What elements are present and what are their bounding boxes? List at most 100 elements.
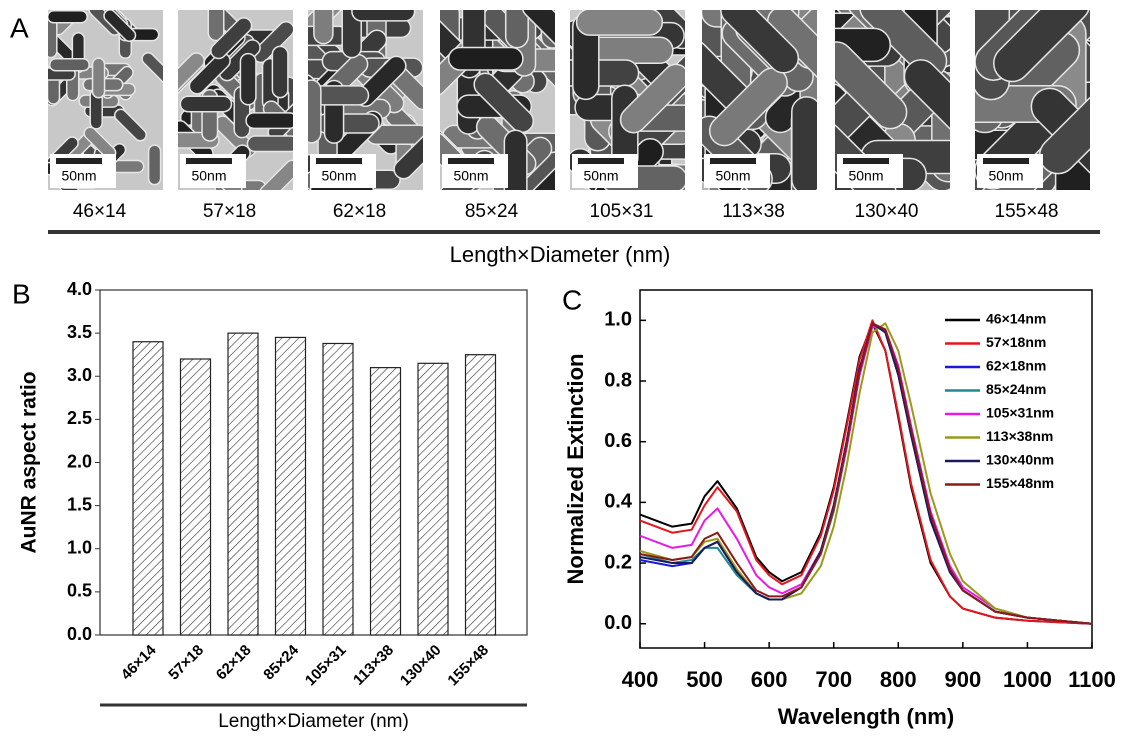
nanorod xyxy=(207,10,225,42)
nanorod xyxy=(246,135,293,153)
x-tick-label: 500 xyxy=(686,667,723,692)
panel-label: A xyxy=(10,12,29,43)
scale-bar xyxy=(578,158,624,164)
series-line xyxy=(639,319,1093,625)
y-tick-label: 0.0 xyxy=(604,612,632,634)
legend-label: 85×24nm xyxy=(986,381,1046,397)
x-tick-label: 700 xyxy=(815,667,852,692)
nanorod xyxy=(993,10,1090,83)
x-tick-label: 113×38 xyxy=(350,642,397,689)
nanorod xyxy=(521,10,555,56)
nanorod xyxy=(575,10,664,36)
y-tick-label: 4.0 xyxy=(67,279,92,299)
sample-label: 155×48 xyxy=(995,201,1059,222)
nanorod xyxy=(48,57,90,72)
nanorod xyxy=(91,57,106,99)
scale-bar xyxy=(983,158,1029,164)
nanorod xyxy=(239,52,257,106)
scale-bar xyxy=(448,158,494,164)
bar xyxy=(132,341,164,636)
x-tick-label: 1000 xyxy=(1003,667,1052,692)
nanorod xyxy=(178,52,205,95)
plot-frame xyxy=(99,289,528,636)
tem-image xyxy=(178,10,293,190)
x-tick-label: 155×48 xyxy=(444,642,492,690)
sample-label: 113×38 xyxy=(722,201,785,222)
sample-label: 46×14 xyxy=(73,201,127,222)
bar xyxy=(322,342,354,636)
legend-label: 105×31nm xyxy=(986,405,1054,421)
panel-label: C xyxy=(562,284,582,315)
nanorod xyxy=(1038,77,1090,175)
x-tick-label: 46×14 xyxy=(118,641,160,683)
legend-label: 46×14nm xyxy=(986,311,1046,327)
nanorod xyxy=(308,79,322,144)
nanorod xyxy=(48,17,58,59)
nanorod xyxy=(271,45,289,99)
series-line xyxy=(639,322,1093,625)
nanorod xyxy=(859,10,948,79)
scale-label: 50nm xyxy=(583,168,618,184)
y-tick-label: 3.5 xyxy=(67,322,92,342)
scale-bar xyxy=(316,158,362,164)
nanorod xyxy=(188,52,231,95)
scale-label: 50nm xyxy=(321,168,356,184)
x-axis-label: Length×Diameter (nm) xyxy=(218,711,409,732)
nanorod xyxy=(341,10,362,59)
scale-bar xyxy=(710,158,756,164)
bar xyxy=(227,332,259,636)
bar xyxy=(417,362,449,636)
y-axis-label: Normalized Extinction xyxy=(563,353,588,584)
nanorod xyxy=(141,51,163,85)
nanorod xyxy=(835,41,908,130)
legend-label: 57×18nm xyxy=(986,334,1046,350)
sample-label: 85×24 xyxy=(465,201,519,222)
y-tick-label: 0.8 xyxy=(604,369,632,391)
scale-label: 50nm xyxy=(453,168,488,184)
nanorod xyxy=(473,72,535,134)
y-tick-label: 0.4 xyxy=(604,491,633,513)
tem-image xyxy=(440,10,555,190)
scale-bar xyxy=(186,158,232,164)
x-tick-label: 600 xyxy=(751,667,788,692)
scale-label: 50nm xyxy=(191,168,226,184)
y-axis-label: AuNR aspect ratio xyxy=(18,371,41,553)
x-tick-label: 105×31 xyxy=(302,642,350,690)
scale-label: 50nm xyxy=(988,168,1023,184)
y-tick-label: 1.5 xyxy=(67,494,92,514)
legend-label: 130×40nm xyxy=(986,452,1054,468)
x-tick-label: 900 xyxy=(944,667,981,692)
plot-frame xyxy=(639,289,1093,649)
y-tick-label: 0.6 xyxy=(604,430,632,452)
nanorod xyxy=(103,10,137,43)
sample-label: 62×18 xyxy=(333,201,386,222)
legend-label: 155×48nm xyxy=(986,475,1054,491)
bar xyxy=(274,336,307,636)
nanorod xyxy=(720,10,800,74)
x-tick-label: 85×24 xyxy=(260,641,302,683)
series-line xyxy=(639,322,1093,625)
scale-label: 50nm xyxy=(61,168,96,184)
nanorod xyxy=(147,144,162,186)
legend-label: 113×38nm xyxy=(986,428,1053,444)
tem-image xyxy=(702,10,817,190)
nanorod xyxy=(179,95,233,113)
nanorod xyxy=(48,10,88,24)
y-tick-label: 0.2 xyxy=(604,551,632,573)
nanorod xyxy=(308,85,370,106)
legend-label: 62×18nm xyxy=(986,358,1046,374)
nanorod xyxy=(903,59,950,148)
sample-label: 130×40 xyxy=(855,201,919,222)
bar xyxy=(464,354,497,636)
nanorod xyxy=(113,108,147,142)
nanorod xyxy=(504,10,529,49)
scale-label: 50nm xyxy=(715,168,750,184)
nanorod xyxy=(791,96,817,190)
nanorod xyxy=(447,46,524,71)
x-tick-label: 800 xyxy=(880,667,917,692)
sample-label: 57×18 xyxy=(203,201,256,222)
x-tick-label: 1100 xyxy=(1068,667,1116,692)
nanorod xyxy=(245,112,293,130)
nanorod xyxy=(619,63,685,134)
